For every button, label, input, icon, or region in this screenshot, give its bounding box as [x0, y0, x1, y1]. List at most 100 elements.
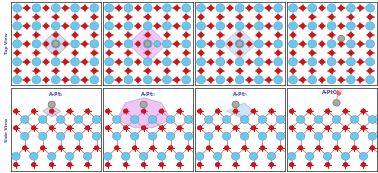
Circle shape — [296, 132, 305, 140]
Circle shape — [332, 116, 341, 124]
Circle shape — [209, 60, 213, 64]
Circle shape — [15, 51, 19, 55]
Circle shape — [126, 69, 130, 73]
Circle shape — [358, 24, 363, 28]
Circle shape — [73, 51, 77, 55]
Circle shape — [44, 60, 48, 64]
Circle shape — [195, 109, 200, 113]
Circle shape — [155, 42, 159, 46]
Circle shape — [267, 152, 276, 160]
Circle shape — [32, 22, 41, 30]
Circle shape — [301, 24, 305, 28]
Circle shape — [327, 58, 336, 66]
Circle shape — [32, 163, 36, 166]
Circle shape — [254, 76, 263, 84]
Circle shape — [32, 126, 36, 130]
Circle shape — [29, 152, 38, 160]
Circle shape — [54, 33, 58, 37]
Circle shape — [228, 24, 232, 28]
Circle shape — [163, 22, 172, 30]
Circle shape — [314, 116, 323, 124]
Circle shape — [216, 22, 225, 30]
Circle shape — [287, 152, 296, 160]
Circle shape — [274, 76, 283, 84]
Circle shape — [308, 22, 317, 30]
Polygon shape — [117, 98, 170, 128]
Circle shape — [65, 152, 74, 160]
Circle shape — [349, 15, 353, 19]
Circle shape — [197, 4, 206, 12]
Circle shape — [359, 152, 368, 160]
Circle shape — [274, 22, 283, 30]
Polygon shape — [42, 31, 70, 57]
Circle shape — [276, 33, 280, 37]
Circle shape — [344, 126, 347, 130]
Circle shape — [308, 163, 311, 166]
Circle shape — [332, 132, 341, 140]
Circle shape — [25, 24, 29, 28]
Circle shape — [198, 109, 202, 113]
Circle shape — [136, 60, 140, 64]
Circle shape — [288, 40, 297, 48]
Circle shape — [339, 6, 343, 10]
Circle shape — [51, 22, 60, 30]
Circle shape — [346, 22, 355, 30]
Circle shape — [83, 24, 87, 28]
Circle shape — [39, 132, 47, 140]
Circle shape — [44, 78, 48, 82]
Circle shape — [136, 24, 140, 28]
Circle shape — [243, 146, 246, 150]
Circle shape — [13, 4, 22, 12]
Circle shape — [247, 42, 251, 46]
Circle shape — [71, 76, 79, 84]
Circle shape — [73, 15, 77, 19]
Circle shape — [349, 69, 353, 73]
Circle shape — [104, 163, 107, 166]
Circle shape — [117, 42, 121, 46]
Circle shape — [11, 152, 20, 160]
Circle shape — [54, 15, 58, 19]
Circle shape — [339, 78, 343, 82]
Circle shape — [13, 76, 22, 84]
Circle shape — [285, 152, 294, 160]
Circle shape — [197, 40, 206, 48]
Circle shape — [370, 146, 374, 150]
Circle shape — [291, 51, 295, 55]
Circle shape — [126, 33, 130, 37]
Circle shape — [14, 163, 18, 166]
Circle shape — [274, 4, 283, 12]
Circle shape — [182, 4, 191, 12]
Circle shape — [142, 126, 146, 130]
Circle shape — [59, 146, 63, 150]
Circle shape — [54, 69, 58, 73]
Circle shape — [320, 6, 324, 10]
Circle shape — [287, 163, 291, 166]
Circle shape — [199, 33, 203, 37]
Circle shape — [163, 76, 172, 84]
Circle shape — [301, 78, 305, 82]
Circle shape — [344, 163, 347, 166]
Circle shape — [68, 109, 71, 113]
Circle shape — [358, 78, 363, 82]
Circle shape — [121, 152, 130, 160]
Circle shape — [25, 60, 29, 64]
Circle shape — [234, 163, 237, 166]
Circle shape — [368, 15, 372, 19]
Circle shape — [92, 51, 96, 55]
Circle shape — [368, 116, 377, 124]
Circle shape — [258, 132, 267, 140]
Circle shape — [216, 40, 225, 48]
Text: c: c — [199, 4, 203, 9]
Circle shape — [366, 76, 375, 84]
Circle shape — [124, 4, 133, 12]
Circle shape — [317, 146, 321, 150]
Circle shape — [339, 90, 342, 92]
Circle shape — [50, 126, 54, 130]
Circle shape — [251, 126, 256, 130]
Circle shape — [213, 152, 222, 160]
Circle shape — [366, 22, 375, 30]
Circle shape — [349, 51, 353, 55]
Y-axis label: Top View: Top View — [5, 33, 9, 54]
Circle shape — [15, 15, 19, 19]
Circle shape — [105, 58, 114, 66]
